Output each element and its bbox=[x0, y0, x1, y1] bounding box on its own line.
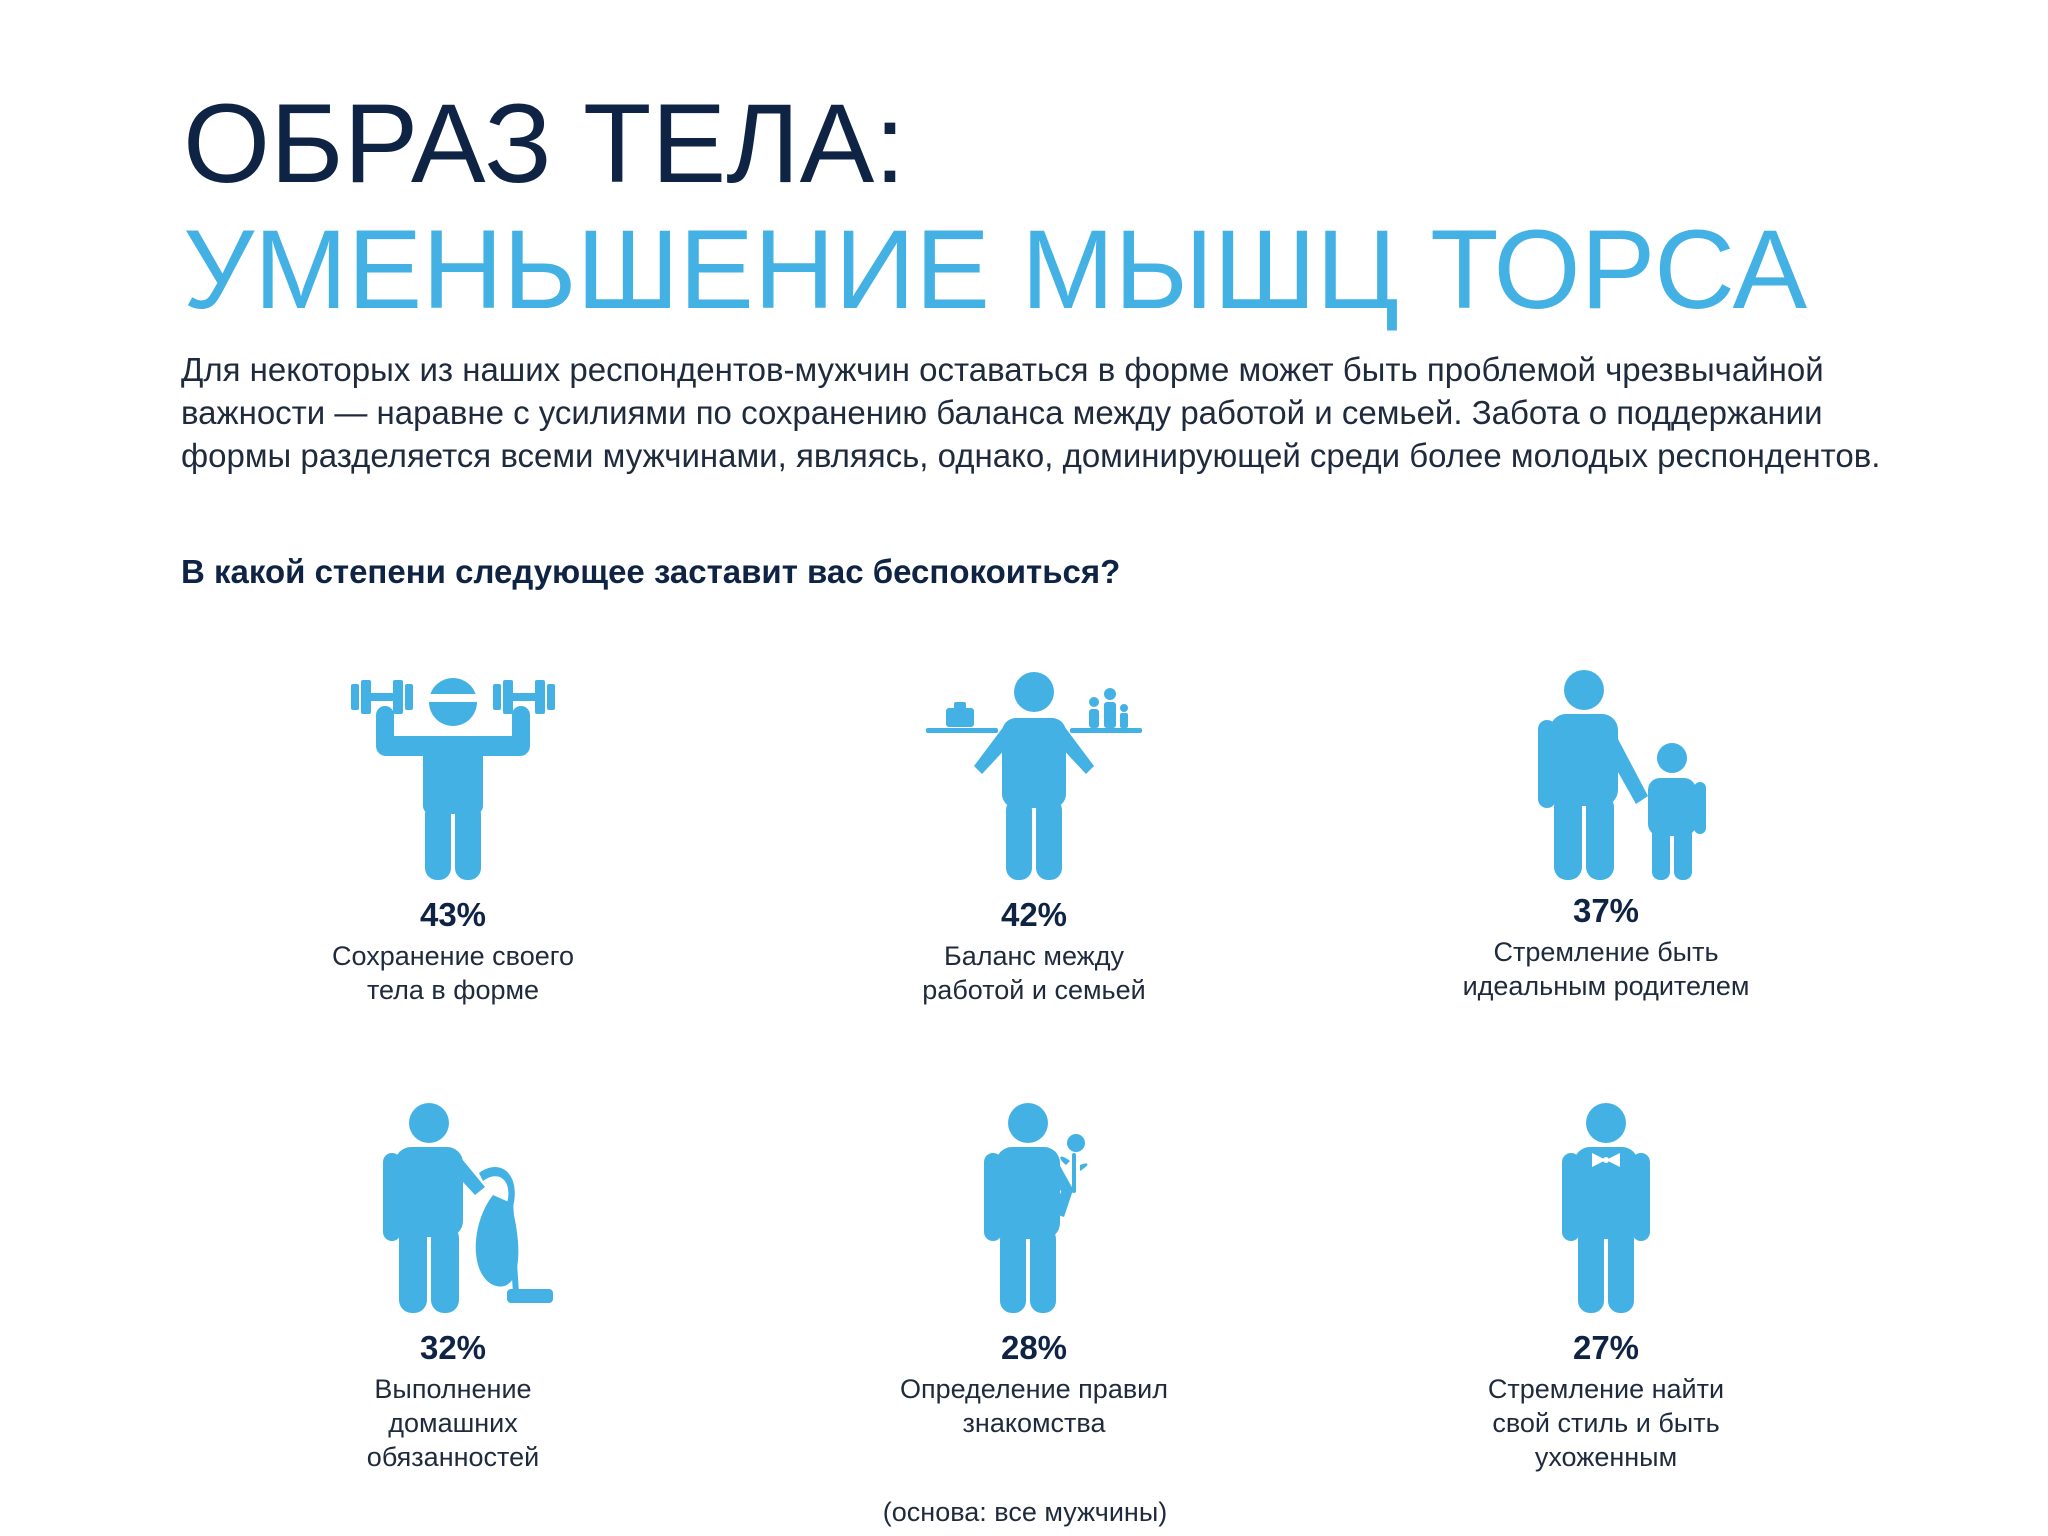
stat-item-fitness: 43% Сохранение своего тела в форме bbox=[233, 662, 673, 1007]
vacuum-cleaner-man-icon bbox=[383, 1103, 553, 1313]
work-family-balance-icon bbox=[926, 672, 1142, 880]
stat-percent: 42% bbox=[1000, 896, 1068, 933]
stat-percent: 28% bbox=[1000, 1329, 1068, 1366]
stat-item-housework: 32% Выполнение домашних обязанностей bbox=[233, 1095, 673, 1474]
stat-percent: 43% bbox=[419, 896, 487, 933]
stat-label: Стремление быть идеальным родителем bbox=[1462, 937, 1750, 1001]
stat-label: Баланс между работой и семьей bbox=[922, 941, 1146, 1005]
intro-paragraph: Для некоторых из наших респондентов-мужч… bbox=[181, 351, 1881, 474]
title-line-2: УМЕНЬШЕНИЕ МЫШЦ ТОРСА bbox=[183, 207, 1808, 332]
stat-label: Выполнение домашних обязанностей bbox=[366, 1374, 540, 1472]
man-with-flower-icon bbox=[984, 1103, 1088, 1313]
stat-label: Сохранение своего тела в форме bbox=[331, 941, 575, 1005]
stat-item-dating: 28% Определение правил знакомства bbox=[814, 1095, 1254, 1440]
stat-item-parenting: 37% Стремление быть идеальным родителем bbox=[1386, 662, 1826, 1003]
stat-item-work-family: 42% Баланс между работой и семьей bbox=[814, 662, 1254, 1007]
title-line-1: ОБРАЗ ТЕЛА: bbox=[183, 81, 906, 206]
stat-percent: 37% bbox=[1572, 892, 1640, 929]
footnote-base: (основа: все мужчины) bbox=[882, 1497, 1168, 1527]
survey-question: В какой степени следующее заставит вас б… bbox=[181, 553, 1121, 590]
stat-label: Стремление найти свой стиль и быть ухоже… bbox=[1487, 1374, 1725, 1472]
stat-percent: 32% bbox=[419, 1329, 487, 1366]
stat-label: Определение правил знакомства bbox=[899, 1374, 1169, 1438]
stat-item-style: 27% Стремление найти свой стиль и быть у… bbox=[1386, 1095, 1826, 1474]
parent-child-icon bbox=[1538, 670, 1706, 880]
man-with-bowtie-icon bbox=[1562, 1103, 1650, 1313]
weightlifter-icon bbox=[351, 678, 555, 880]
stat-percent: 27% bbox=[1572, 1329, 1640, 1366]
